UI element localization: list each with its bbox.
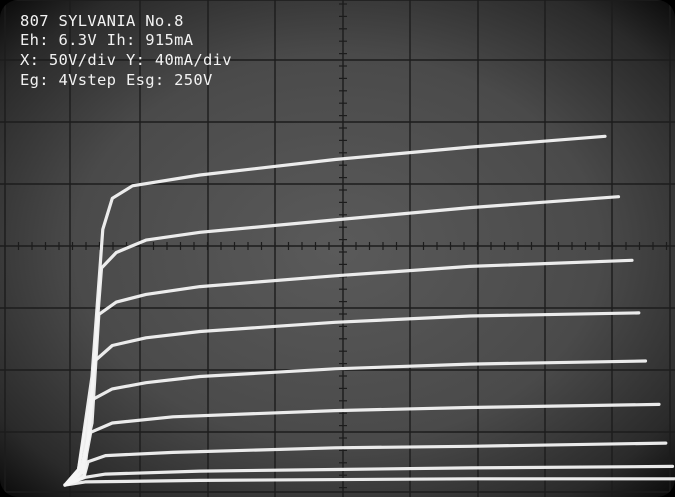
tube-title: 807 SYLVANIA No.8 — [20, 12, 184, 30]
scale-readout: X: 50V/div Y: 40mA/div — [20, 51, 232, 69]
trace-curve-9 — [63, 477, 675, 487]
trace-curve-3 — [63, 258, 634, 487]
grid-step-readout: Eg: 4Vstep Esg: 250V — [20, 71, 213, 89]
plate-characteristic-traces — [63, 134, 675, 487]
trace-curve-8 — [63, 464, 675, 487]
trace-curve-7 — [63, 441, 668, 487]
trace-curve-2 — [63, 195, 621, 487]
trace-curve-4 — [63, 311, 641, 487]
heater-readout: Eh: 6.3V Ih: 915mA — [20, 31, 194, 49]
